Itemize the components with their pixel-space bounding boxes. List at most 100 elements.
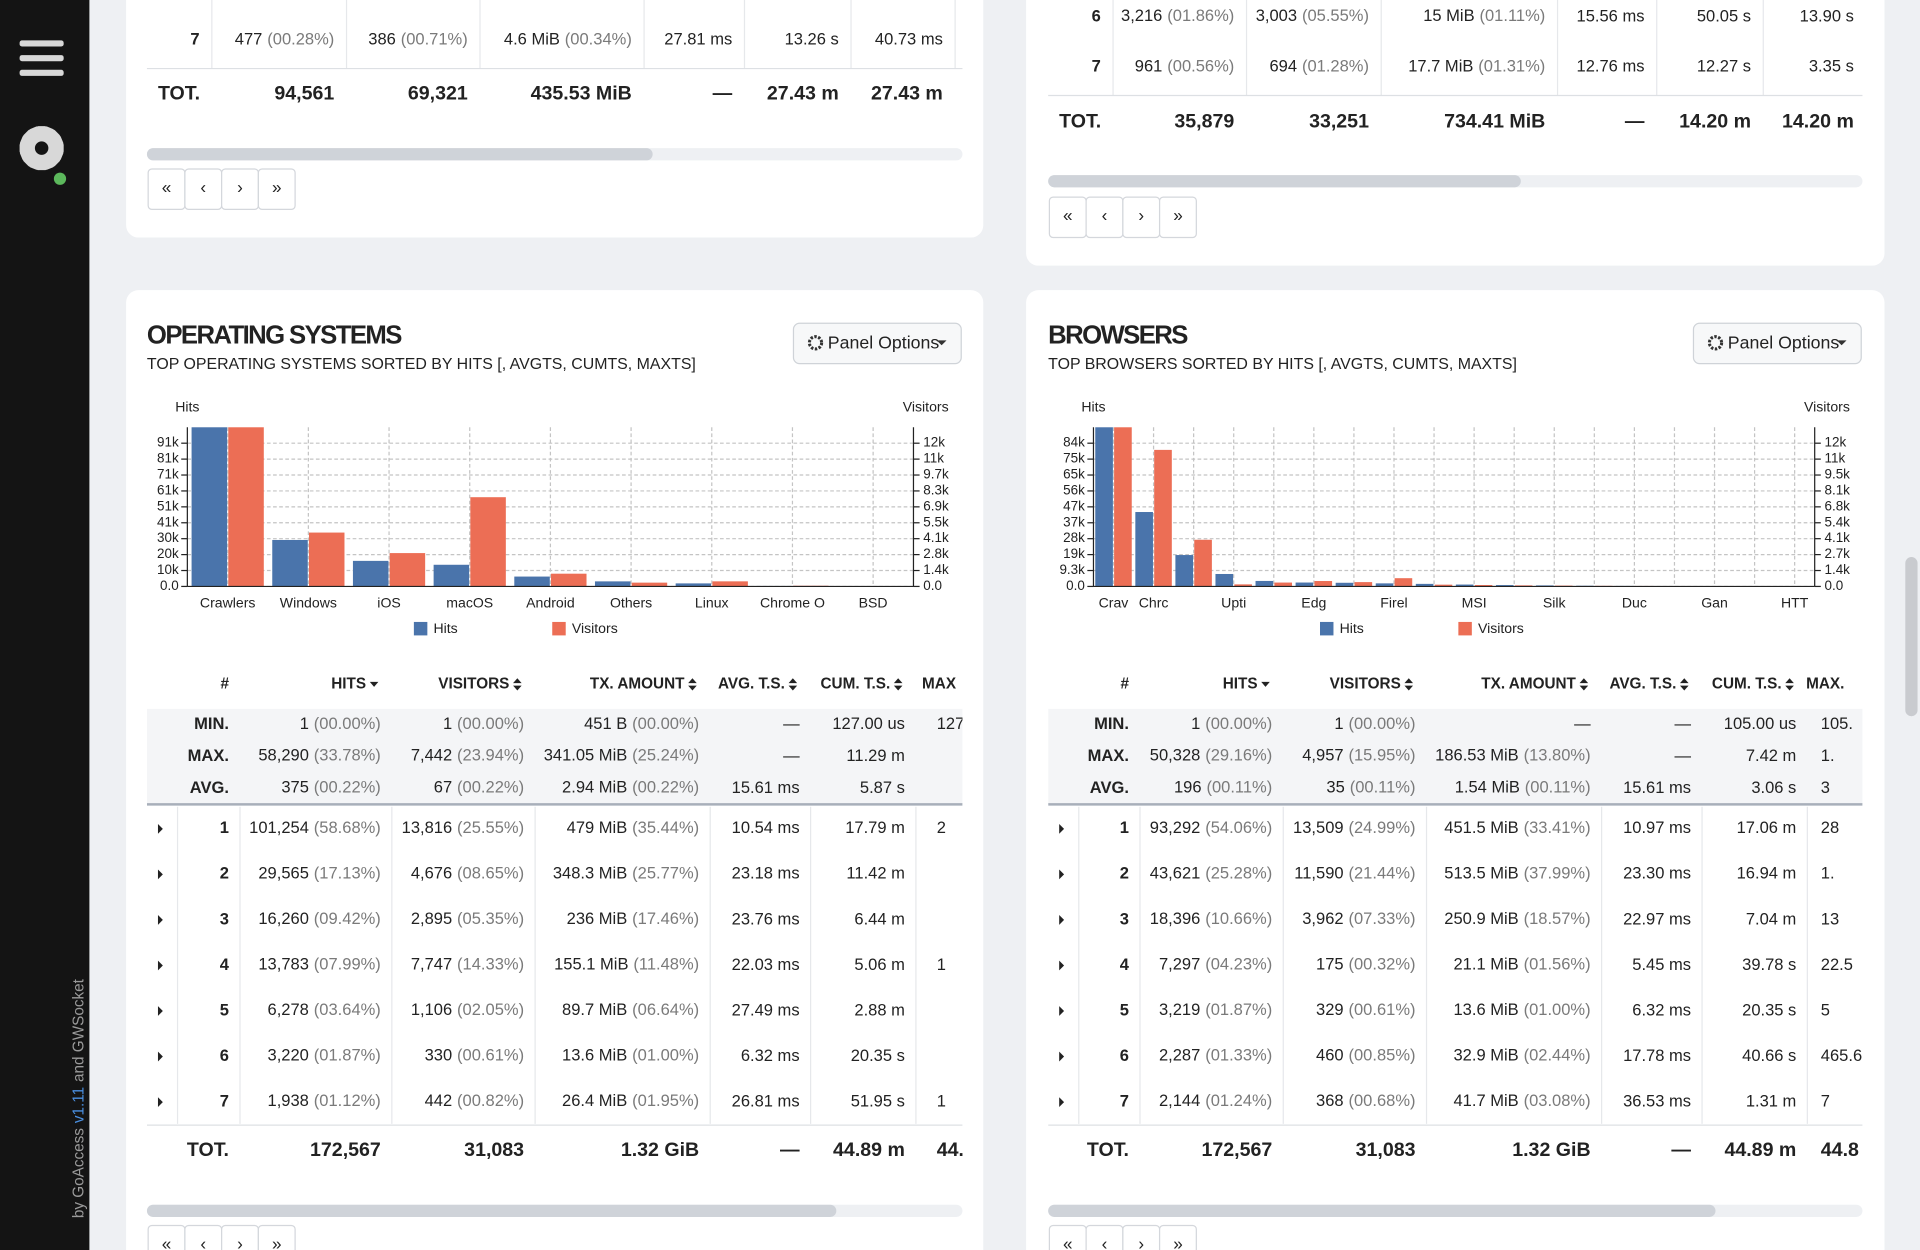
y-tick-label: 47k [1063,498,1085,513]
table-cell: 4.6 MiB (00.34%) [504,30,632,49]
pager-button[interactable]: « [1048,196,1087,239]
pager-button[interactable]: « [147,168,186,210]
table-cell: 1. [1821,746,1835,765]
pager-button[interactable]: › [221,168,259,210]
bar [308,532,345,587]
expand-toggle[interactable] [1059,915,1065,925]
table-cell: 40.73 ms [875,30,943,49]
x-tick-label: Crawlers [200,594,256,610]
column-header: VISITORS [1330,675,1401,692]
cell-percent: (07.99%) [314,955,381,974]
pager-button[interactable]: ‹ [1085,196,1124,239]
expand-toggle[interactable] [157,960,163,971]
cell-value: 3,219 [1159,1000,1200,1019]
pager-button[interactable]: » [257,1224,296,1250]
panel-options[interactable]: Panel Options [1692,322,1862,365]
button-box [792,322,962,365]
pager-button[interactable]: « [1048,1224,1087,1250]
pager-button[interactable]: » [257,168,296,210]
cell-value: 7,747 [411,955,452,974]
pager-button[interactable]: « [147,1224,186,1250]
menu-icon[interactable] [19,40,64,76]
expand-toggle[interactable] [1059,823,1065,834]
cell-percent: (00.61%) [1348,1000,1415,1019]
cell-value: 196 [1174,778,1202,797]
cell-value: 7,442 [411,746,452,765]
cell-percent: (17.13%) [314,864,381,883]
table-cell: 196 (00.11%) [1174,778,1272,797]
table-cell: 58,290 (33.78%) [258,746,380,765]
cell-percent: (15.95%) [1348,746,1415,765]
table-cell: 29,565 (17.13%) [258,864,380,883]
pager-button[interactable]: ‹ [184,168,223,210]
table-label: 2 [1120,864,1129,883]
panel [126,0,984,238]
pager-button[interactable]: › [1122,196,1161,239]
y2-tick-label: 11k [923,451,944,466]
expand-toggle[interactable] [157,1006,163,1016]
table-label: 3 [1120,909,1129,928]
cell-value: 2,287 [1159,1046,1200,1065]
cell-value: 50,328 [1150,746,1201,765]
table-label: 44.89 m [833,1139,905,1161]
scroll-thumb[interactable] [1048,1204,1716,1217]
scroll-thumb[interactable] [146,148,653,161]
expand-toggle[interactable] [1059,1097,1065,1108]
button-caret [1836,340,1847,346]
bar [1175,555,1194,587]
expand-toggle[interactable] [1059,1051,1065,1062]
table-cell: 341.05 MiB (25.24%) [544,746,699,765]
expand-toggle[interactable] [157,869,163,880]
expand-toggle[interactable] [157,1051,163,1062]
cell-value: 21.1 MiB [1454,955,1519,974]
expand-toggle[interactable] [1059,1006,1065,1016]
sort-icon [688,678,697,684]
pager-box [1158,196,1197,239]
sort-icon [513,685,522,691]
panel-options[interactable]: Panel Options [792,322,962,365]
table-cell: 6,278 (03.64%) [268,1000,381,1019]
pager-button[interactable]: ‹ [1085,1224,1124,1250]
column-header: AVG. T.S. [1609,675,1676,692]
y-tick-label: 0.0 [1066,578,1085,593]
table-cell: 7.04 m [1746,909,1797,928]
expand-toggle[interactable] [1059,869,1065,880]
table-cell: 23.18 ms [732,864,800,883]
pager-button[interactable]: ‹ [184,1224,223,1250]
page-scrollbar[interactable] [1905,557,1918,717]
table-cell: 10.54 ms [732,818,800,837]
cell-percent: (05.35%) [457,909,524,928]
scroll-thumb[interactable] [146,1204,837,1217]
expand-toggle[interactable] [157,915,163,925]
cell-percent: (01.00%) [1524,1000,1591,1019]
cell-percent: (00.11%) [1350,778,1416,797]
menu-bar [19,40,64,47]
pager-button[interactable]: » [1158,1224,1197,1250]
table-cell: 2.88 m [854,1000,905,1019]
expand-toggle[interactable] [157,1097,163,1108]
sort-icon [1579,685,1589,691]
settings-icon[interactable] [19,126,64,171]
table-label: 14.20 m [1679,111,1751,133]
table-cell: 348.3 MiB (25.77%) [553,864,699,883]
button-box [1692,322,1862,365]
table-cell: 7 [1821,1091,1830,1110]
table-cell: 22.03 ms [732,955,800,974]
table-cell: 368 (00.68%) [1316,1091,1415,1110]
scroll-thumb[interactable] [1048,175,1521,188]
pager-glyph: » [272,1234,282,1250]
cell-percent: (06.64%) [632,1000,699,1019]
table-label: 435.53 MiB [531,82,632,104]
table-cell: 2,144 (01.24%) [1159,1091,1272,1110]
pager-button[interactable]: » [1158,196,1197,239]
cell-value: 13,509 [1293,818,1344,837]
cell-percent: (24.99%) [1348,818,1415,837]
table-cell: 386 (00.71%) [368,30,467,49]
table-label: 6 [1120,1046,1129,1065]
table-cell: 127.00 us [832,714,905,733]
expand-toggle[interactable] [1059,960,1065,971]
pager-button[interactable]: › [1122,1224,1161,1250]
expand-toggle[interactable] [157,823,163,834]
cell-percent: (00.22%) [632,778,699,797]
pager-button[interactable]: › [221,1224,259,1250]
